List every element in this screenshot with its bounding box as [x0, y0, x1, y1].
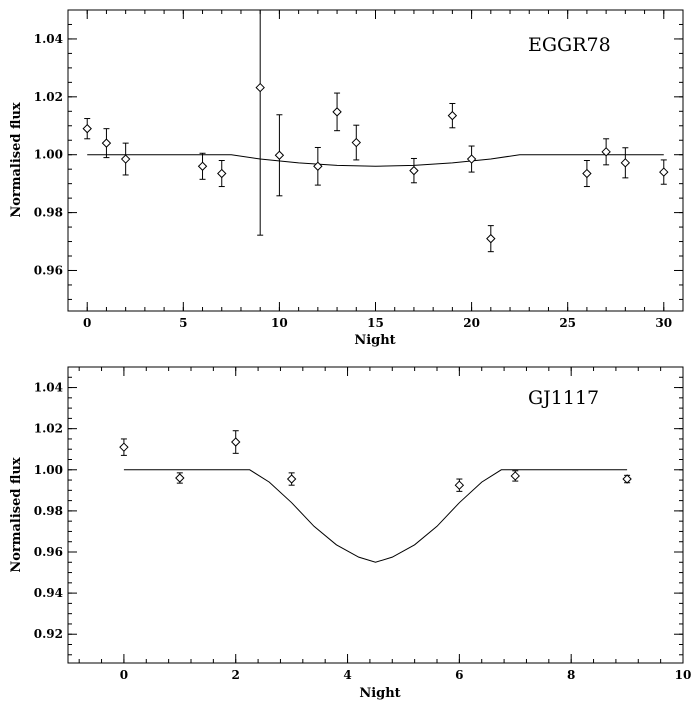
data-point-marker	[274, 150, 285, 160]
data-point-marker	[601, 147, 611, 157]
data-points	[82, 10, 669, 253]
y-tick-label: 1.02	[34, 90, 63, 104]
x-tick-label: 0	[83, 316, 91, 330]
x-tick-label: 6	[455, 668, 463, 682]
data-point-marker	[351, 137, 361, 148]
data-point-marker	[197, 161, 208, 171]
data-point-marker	[454, 480, 465, 490]
x-tick-label: 5	[179, 316, 187, 330]
plot-frame	[67, 366, 684, 664]
data-point-marker	[622, 474, 632, 484]
y-axis-title: Normalised flux	[9, 457, 24, 573]
axis-ticks	[67, 9, 684, 311]
y-tick-label: 0.98	[34, 206, 63, 220]
data-points	[119, 430, 632, 492]
panel-title: GJ1117	[528, 387, 599, 409]
model-curve	[123, 469, 628, 563]
x-tick-label: 10	[271, 316, 288, 330]
panel-title: EGGR78	[528, 34, 611, 56]
x-tick-label: 8	[567, 668, 575, 682]
y-tick-label: 0.96	[34, 545, 63, 559]
axis-ticks	[68, 366, 684, 663]
x-tick-label: 30	[655, 316, 672, 330]
data-point-marker	[175, 473, 185, 483]
data-point-marker	[101, 138, 112, 148]
data-point-marker	[119, 442, 129, 452]
panel-gj1117: 0 2 4 6 8 10 0.92 0.94 0.96 0.98 1.00 1.02 1.04 GJ11…	[9, 366, 691, 701]
data-point-marker	[231, 437, 241, 447]
x-tick-label: 25	[559, 316, 576, 330]
x-tick-label: 2	[232, 668, 240, 682]
x-tick-label: 0	[120, 668, 128, 682]
data-point-marker	[582, 168, 592, 179]
y-tick-label: 0.94	[34, 586, 63, 600]
y-tick-label: 0.98	[34, 504, 63, 518]
model-curve	[87, 154, 664, 167]
tick-labels: 0 2 4 6 8 10 0.92 0.94 0.96 0.98 1.00 1.02 1.04	[34, 381, 691, 682]
data-point-marker	[466, 154, 477, 164]
data-point-marker	[313, 161, 323, 171]
y-tick-label: 1.00	[34, 463, 63, 477]
x-tick-label: 4	[343, 668, 351, 682]
data-point-marker	[217, 168, 227, 179]
y-tick-label: 1.04	[34, 381, 63, 395]
data-point-marker	[120, 154, 131, 164]
x-tick-label: 20	[463, 316, 480, 330]
data-point-marker	[409, 165, 419, 176]
panel-eggr78: 0 5 10 15 20 25 300.960.981.001.021.04 EGGR78 …	[9, 9, 684, 348]
y-tick-label: 1.02	[34, 422, 63, 436]
data-point-marker	[286, 474, 297, 484]
x-axis-title: Night	[354, 333, 395, 348]
y-tick-label: 1.04	[34, 32, 63, 46]
data-point-marker	[82, 123, 92, 134]
data-point-marker	[620, 158, 631, 168]
y-tick-label: 1.00	[34, 148, 63, 162]
data-point-marker	[486, 233, 496, 244]
data-point-marker	[255, 82, 265, 93]
y-tick-label: 0.96	[34, 263, 63, 277]
y-tick-label: 0.92	[34, 627, 63, 641]
y-axis-title: Normalised flux	[9, 102, 24, 218]
tick-labels: 0 5 10 15 20 25 30 0.96 0.98 1.00 1.02 1.04	[34, 32, 672, 330]
x-tick-label: 15	[367, 316, 384, 330]
data-point-marker	[659, 167, 669, 177]
data-point-marker	[447, 110, 458, 121]
data-point-marker	[510, 471, 520, 481]
x-axis-title: Night	[359, 686, 400, 701]
data-point-marker	[332, 107, 342, 117]
x-tick-label: 10	[675, 668, 691, 682]
